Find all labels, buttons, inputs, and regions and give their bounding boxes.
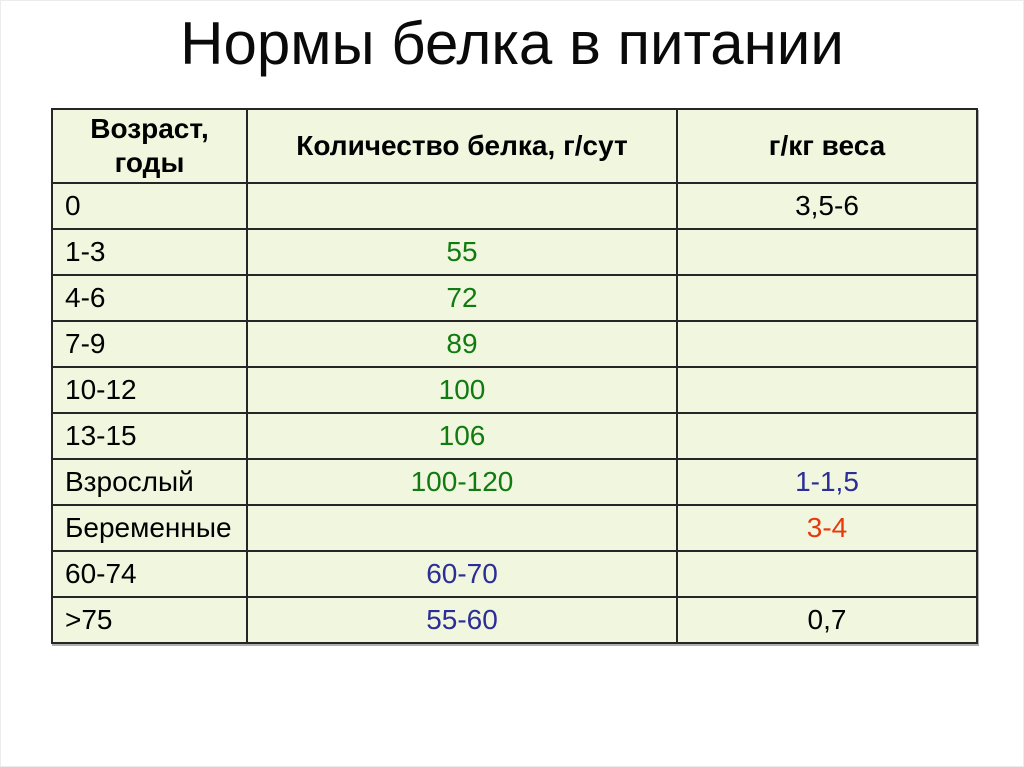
protein-norms-table: Возраст, годы Количество белка, г/сут г/… — [51, 108, 978, 644]
column-header-protein-per-kg: г/кг веса — [676, 108, 978, 184]
table-row: 10-12 100 — [51, 366, 978, 414]
cell-protein-per-kg — [676, 550, 978, 598]
column-header-protein-per-day: Количество белка, г/сут — [246, 108, 678, 184]
cell-age: 1-3 — [51, 228, 248, 276]
cell-protein-per-kg — [676, 228, 978, 276]
page-title: Нормы белка в питании — [180, 10, 844, 77]
cell-protein-per-day: 55 — [246, 228, 678, 276]
cell-protein-per-kg: 1-1,5 — [676, 458, 978, 506]
cell-protein-per-day — [246, 504, 678, 552]
cell-protein-per-kg: 3-4 — [676, 504, 978, 552]
cell-age: 7-9 — [51, 320, 248, 368]
table-row: 4-6 72 — [51, 274, 978, 322]
cell-protein-per-day: 106 — [246, 412, 678, 460]
cell-protein-per-kg — [676, 366, 978, 414]
cell-protein-per-kg: 3,5-6 — [676, 182, 978, 230]
cell-protein-per-day: 72 — [246, 274, 678, 322]
table-row: >75 55-60 0,7 — [51, 596, 978, 644]
cell-protein-per-kg — [676, 412, 978, 460]
table-row: 7-9 89 — [51, 320, 978, 368]
cell-protein-per-kg — [676, 320, 978, 368]
column-header-age: Возраст, годы — [51, 108, 248, 184]
table-row: Беременные 3-4 — [51, 504, 978, 552]
cell-protein-per-day: 60-70 — [246, 550, 678, 598]
cell-protein-per-day — [246, 182, 678, 230]
table-row: 1-3 55 — [51, 228, 978, 276]
cell-protein-per-kg: 0,7 — [676, 596, 978, 644]
table-body: 0 3,5-6 1-3 55 4-6 72 7-9 89 10-12 100 13-15 106 Взр… — [51, 182, 978, 644]
cell-age: Беременные — [51, 504, 248, 552]
table-header-row: Возраст, годы Количество белка, г/сут г/… — [51, 108, 978, 184]
cell-age: 0 — [51, 182, 248, 230]
cell-age: Взрослый — [51, 458, 248, 506]
cell-protein-per-kg — [676, 274, 978, 322]
table-row: 60-74 60-70 — [51, 550, 978, 598]
cell-age: >75 — [51, 596, 248, 644]
table-row: Взрослый 100-120 1-1,5 — [51, 458, 978, 506]
cell-age: 13-15 — [51, 412, 248, 460]
cell-protein-per-day: 89 — [246, 320, 678, 368]
cell-protein-per-day: 100-120 — [246, 458, 678, 506]
table-row: 13-15 106 — [51, 412, 978, 460]
cell-age: 4-6 — [51, 274, 248, 322]
cell-age: 60-74 — [51, 550, 248, 598]
cell-age: 10-12 — [51, 366, 248, 414]
table-row: 0 3,5-6 — [51, 182, 978, 230]
cell-protein-per-day: 55-60 — [246, 596, 678, 644]
cell-protein-per-day: 100 — [246, 366, 678, 414]
